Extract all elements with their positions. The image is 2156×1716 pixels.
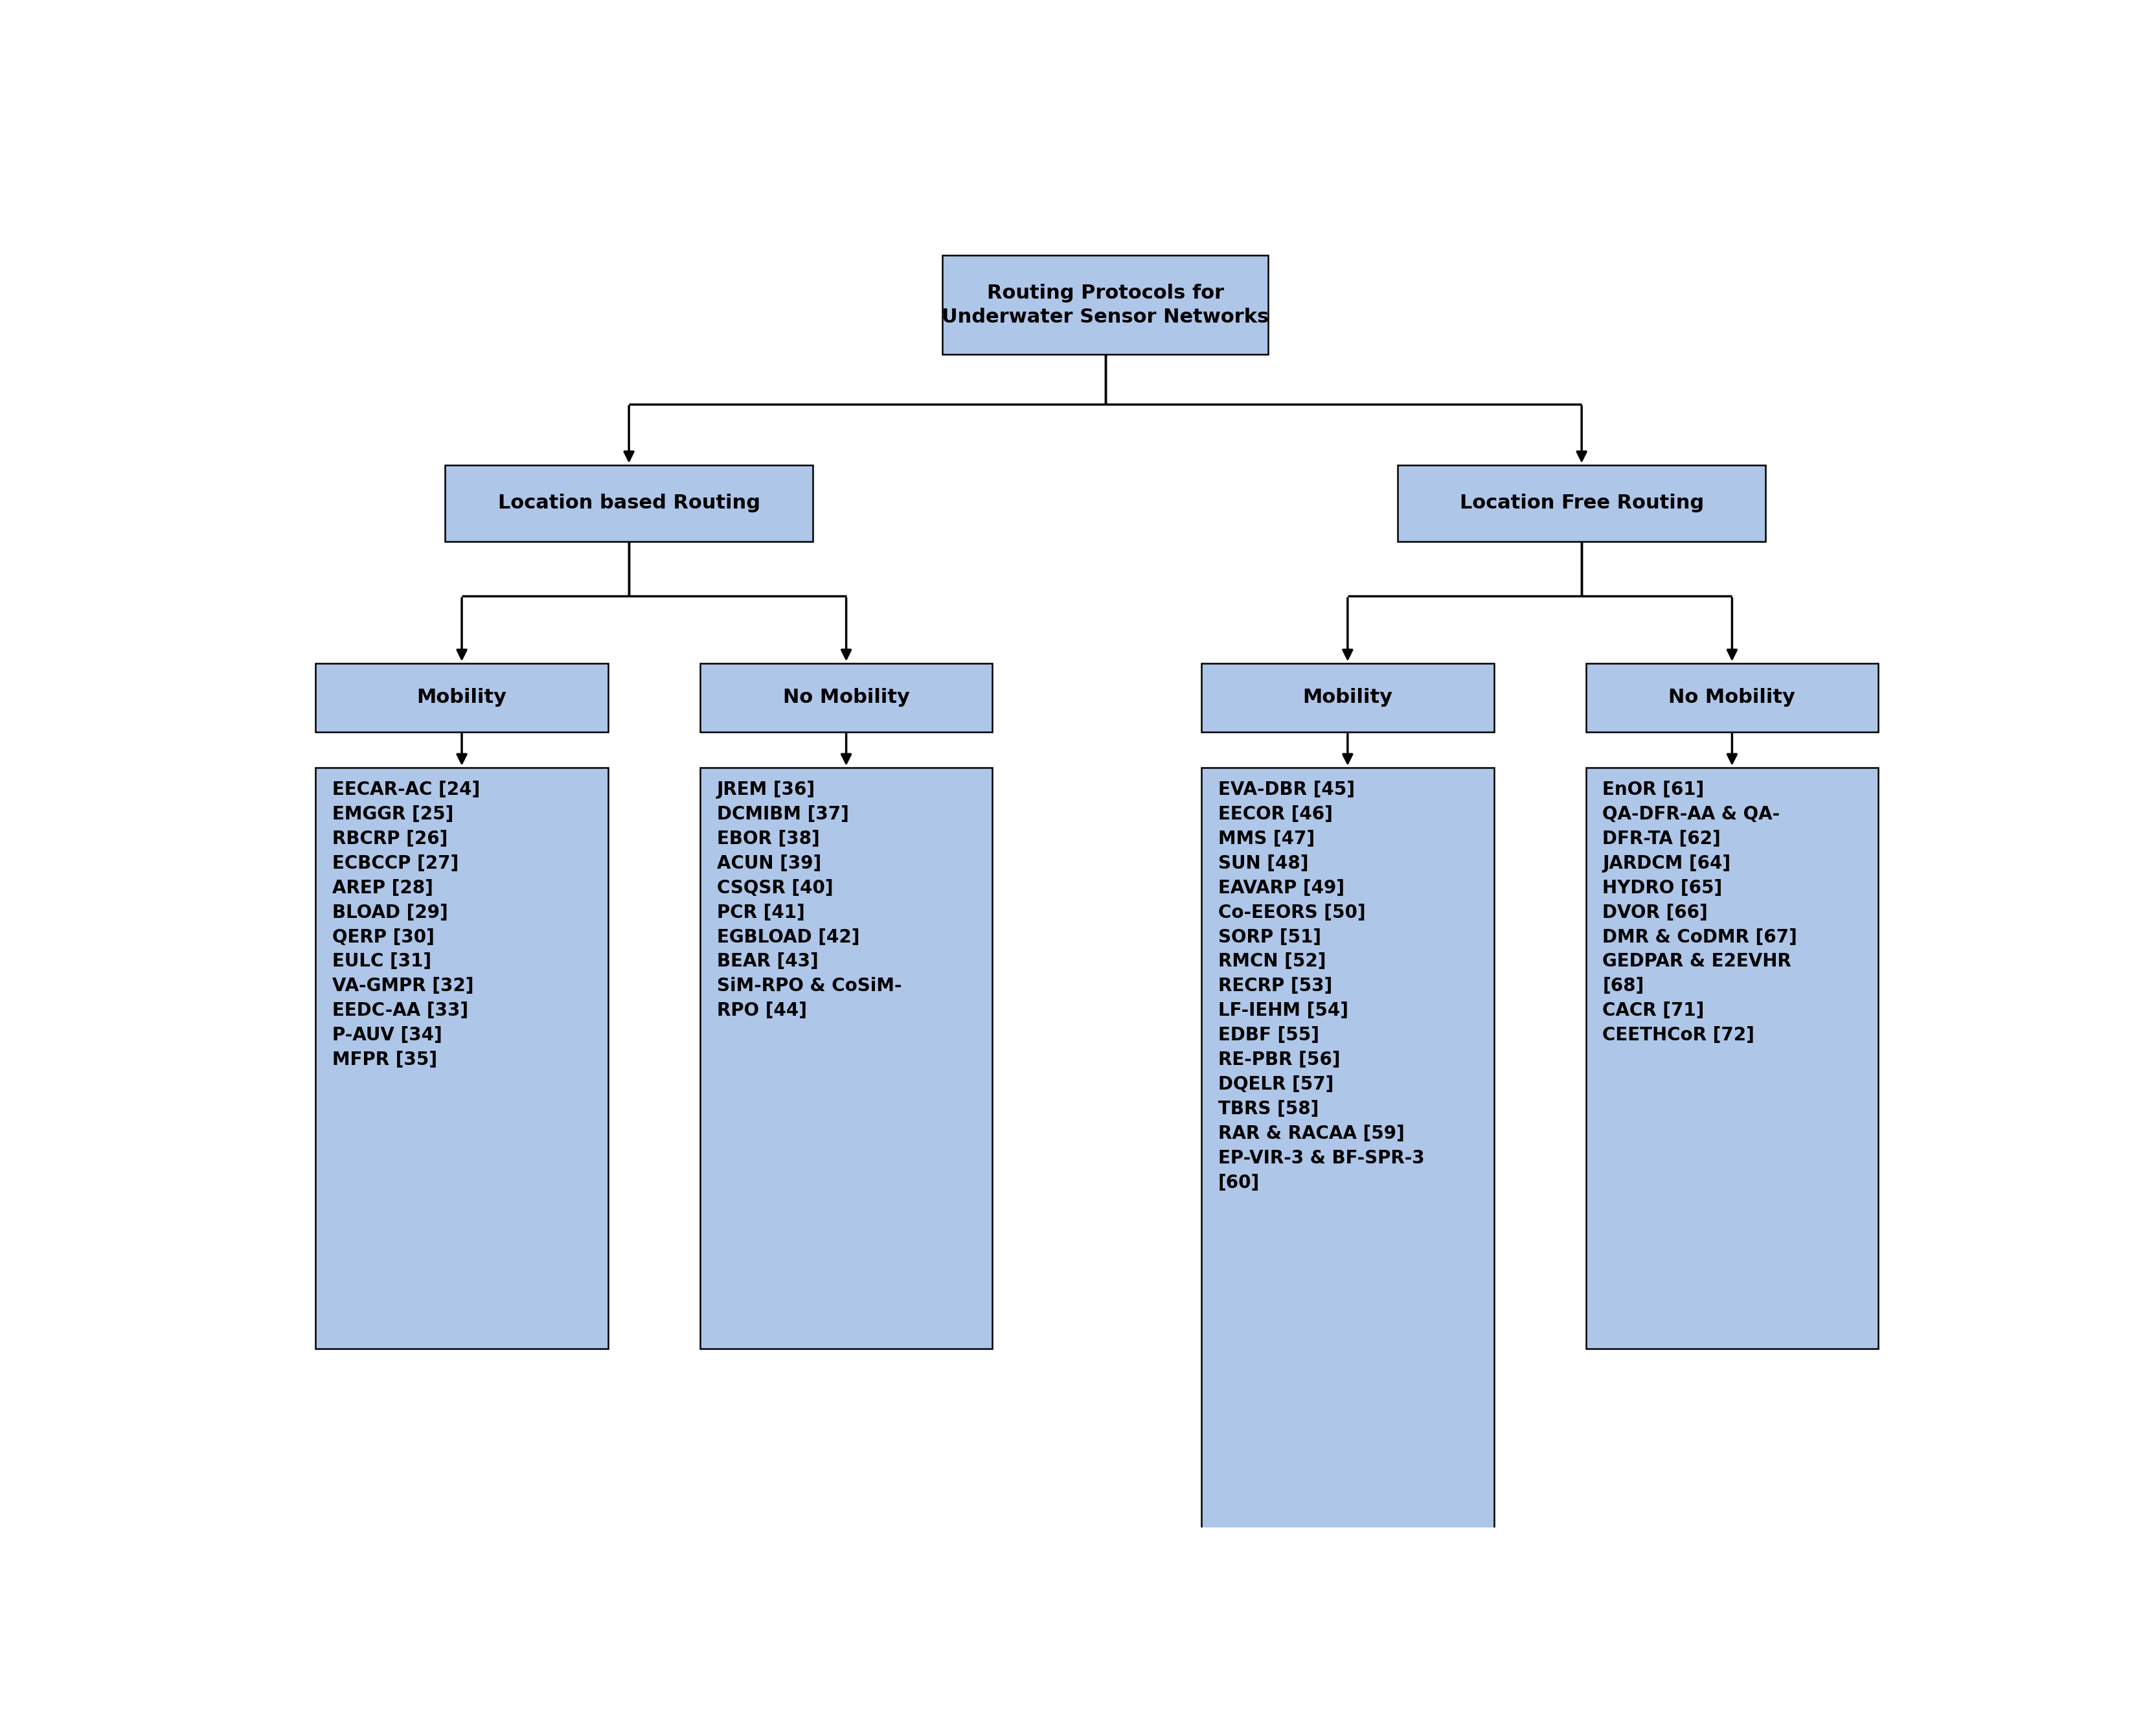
FancyBboxPatch shape bbox=[1585, 767, 1878, 1349]
FancyBboxPatch shape bbox=[701, 767, 992, 1349]
FancyBboxPatch shape bbox=[1397, 465, 1766, 542]
Text: Mobility: Mobility bbox=[416, 688, 507, 707]
Text: EECAR-AC [24]
EMGGR [25]
RBCRP [26]
ECBCCP [27]
AREP [28]
BLOAD [29]
QERP [30]
E: EECAR-AC [24] EMGGR [25] RBCRP [26] ECBC… bbox=[332, 781, 481, 1069]
FancyBboxPatch shape bbox=[1201, 662, 1494, 731]
Text: EnOR [61]
QA-DFR-AA & QA-
DFR-TA [62]
JARDCM [64]
HYDRO [65]
DVOR [66]
DMR & CoD: EnOR [61] QA-DFR-AA & QA- DFR-TA [62] JA… bbox=[1602, 781, 1796, 1045]
FancyBboxPatch shape bbox=[444, 465, 813, 542]
Text: No Mobility: No Mobility bbox=[783, 688, 910, 707]
Text: Location Free Routing: Location Free Routing bbox=[1460, 494, 1703, 513]
FancyBboxPatch shape bbox=[1201, 767, 1494, 1536]
FancyBboxPatch shape bbox=[315, 662, 608, 731]
Text: Mobility: Mobility bbox=[1302, 688, 1393, 707]
Text: Routing Protocols for
Underwater Sensor Networks: Routing Protocols for Underwater Sensor … bbox=[942, 283, 1268, 326]
Text: EVA-DBR [45]
EECOR [46]
MMS [47]
SUN [48]
EAVARP [49]
Co-EEORS [50]
SORP [51]
RM: EVA-DBR [45] EECOR [46] MMS [47] SUN [48… bbox=[1218, 781, 1423, 1191]
FancyBboxPatch shape bbox=[942, 256, 1268, 355]
FancyBboxPatch shape bbox=[701, 662, 992, 731]
Text: JREM [36]
DCMIBM [37]
EBOR [38]
ACUN [39]
CSQSR [40]
PCR [41]
EGBLOAD [42]
BEAR : JREM [36] DCMIBM [37] EBOR [38] ACUN [39… bbox=[716, 781, 901, 1019]
FancyBboxPatch shape bbox=[315, 767, 608, 1349]
Text: Location based Routing: Location based Routing bbox=[498, 494, 759, 513]
Text: No Mobility: No Mobility bbox=[1669, 688, 1796, 707]
FancyBboxPatch shape bbox=[1585, 662, 1878, 731]
